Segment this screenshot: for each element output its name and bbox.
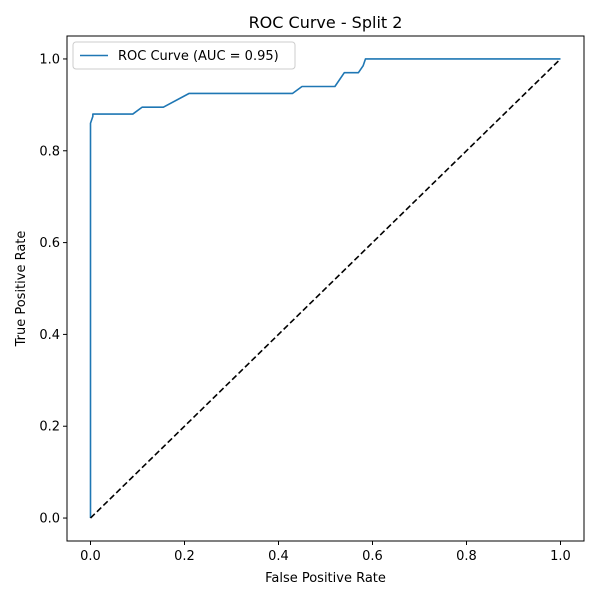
axes-frame [66,35,585,542]
y-tick-label: 0.4 [39,328,60,343]
y-tick-label: 0.8 [39,144,60,159]
legend: ROC Curve (AUC = 0.95) [72,41,296,70]
plot-area [89,58,562,519]
x-tick-label: 0.2 [174,549,195,564]
x-tick-label: 1.0 [550,549,571,564]
y-axis-label: True Positive Rate [14,231,29,348]
y-axis: 0.0 0.2 0.4 0.6 0.8 1.0 [39,52,67,527]
y-tick-label: 1.0 [39,52,60,67]
y-tick-label: 0.6 [39,236,60,251]
chart-title: ROC Curve - Split 2 [249,13,403,32]
x-tick-label: 0.8 [456,549,477,564]
x-tick-label: 0.0 [80,549,101,564]
legend-box [72,41,296,70]
chance-diagonal-line [89,58,562,519]
y-tick-label: 0.2 [39,420,60,435]
roc-curve-line [89,58,561,519]
x-axis: 0.0 0.2 0.4 0.6 0.8 1.0 [80,541,571,564]
y-tick-label: 0.0 [39,512,60,527]
legend-label: ROC Curve (AUC = 0.95) [118,49,279,64]
x-axis-label: False Positive Rate [265,571,386,586]
x-tick-label: 0.4 [268,549,289,564]
x-tick-label: 0.6 [362,549,383,564]
